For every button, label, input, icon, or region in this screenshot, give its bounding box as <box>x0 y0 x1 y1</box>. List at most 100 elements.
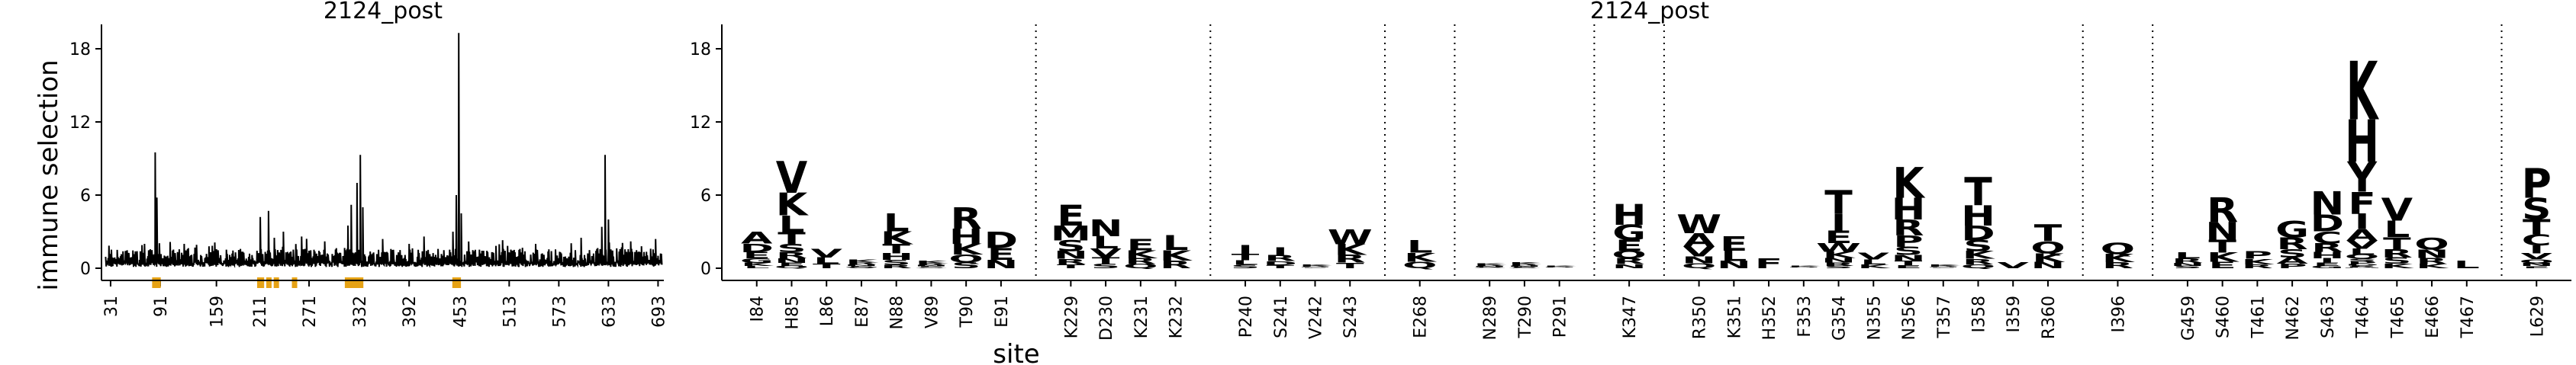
logo-letter: T <box>2383 234 2411 253</box>
logo-letter: Q <box>2030 238 2066 258</box>
logo-letter: R <box>1474 264 1505 266</box>
logo-letter: L <box>813 256 839 266</box>
logo-letter: P <box>2277 263 2307 270</box>
left-x-ticks: 31 91 159 211 271 332 392 453 513 573 633 693 <box>102 280 668 328</box>
logo-letter: R <box>1892 216 1924 241</box>
left-y-tick-label: 12 <box>69 114 91 133</box>
logo-letter: P <box>2522 161 2552 208</box>
logo-letter: S <box>952 261 981 271</box>
logo-letter: A <box>2276 256 2308 266</box>
logo-letter: T <box>1232 252 1260 262</box>
highlight-marker <box>456 277 462 288</box>
logo-letter: R <box>2346 267 2378 268</box>
site-tick-label: H85 <box>783 296 802 330</box>
site-tick-label: T467 <box>2458 296 2478 338</box>
logo-letter: H <box>1961 200 1995 232</box>
logo-letter: Q <box>2101 239 2136 258</box>
logo-letter: K <box>2346 46 2380 139</box>
site-tick-label: R360 <box>2040 296 2059 339</box>
left-x-tick-label: 392 <box>401 296 420 328</box>
site-tick-label: I358 <box>1969 296 1988 332</box>
logo-letter: N <box>774 258 809 264</box>
logo-letter: K <box>2102 252 2136 265</box>
site-ticks: I84 H85 L86 E87 N88 V89 T90 E91 K229 D230 K231 K232… <box>749 280 2547 341</box>
logo-letter: Q <box>1472 267 1507 268</box>
logo-letter: I <box>2355 210 2370 235</box>
logo-letter: S <box>1894 245 1924 258</box>
logo-letter: T <box>1057 264 1085 270</box>
logo-letter: I <box>1831 210 1847 236</box>
site-tick-label: P240 <box>1237 296 1256 338</box>
logo-letter: Q <box>1402 260 1438 271</box>
logo-letter: R <box>2311 241 2343 255</box>
logo-letter: K <box>1892 159 1925 208</box>
logo-letter: C <box>2312 228 2342 247</box>
logo-letter: L <box>2175 251 2201 261</box>
logo-letter: L <box>778 212 804 238</box>
highlight-markers <box>152 277 462 288</box>
logo-letter: V <box>2346 239 2378 251</box>
logo-letter: K <box>1788 266 1821 267</box>
logo-letter: H <box>949 225 984 249</box>
site-tick-label: R350 <box>1691 296 1710 339</box>
site-tick-label: N356 <box>1900 296 1919 340</box>
logo-letter: R <box>2276 234 2307 253</box>
logo-letter: R <box>1299 265 1331 267</box>
highlight-marker <box>291 277 298 288</box>
logo-letter: F <box>1755 256 1783 271</box>
logo-letter: E <box>1824 227 1853 247</box>
logo-letter: L <box>1721 248 1747 264</box>
site-tick-label: G459 <box>2179 296 2198 341</box>
logo-letter: E <box>1511 267 1539 268</box>
logo-letter: E <box>1720 232 1748 255</box>
logo-letter: Q <box>948 253 984 265</box>
highlight-marker <box>266 277 272 288</box>
logo-letter: T <box>882 242 910 256</box>
site-tick-label: T290 <box>1516 296 1535 338</box>
site-tick-label: N462 <box>2284 296 2303 340</box>
logo-letter: D <box>740 242 774 255</box>
logo-letter: N <box>1717 259 1751 271</box>
logo-letter: K <box>1125 248 1158 261</box>
logo-letter: E <box>1301 267 1329 268</box>
left-x-tick-label: 211 <box>251 296 270 328</box>
site-tick-label: S241 <box>1272 296 1291 338</box>
highlight-marker <box>348 277 354 288</box>
logo-letter: Q <box>774 265 810 269</box>
logo-letter: E <box>1057 199 1085 232</box>
site-tick-label: H352 <box>1760 296 1779 341</box>
logo-letter: R <box>951 202 982 235</box>
logo-letter: R <box>1614 257 1645 266</box>
logo-letter: K <box>1963 249 1996 261</box>
right-chart-title: 2124_post <box>1590 0 1709 24</box>
site-tick-label: K351 <box>1725 296 1744 338</box>
logo-letter: D <box>984 228 1018 254</box>
logo-letter: R <box>1264 254 1296 263</box>
logo-letter: S <box>881 259 911 267</box>
logo-letter: M <box>1051 222 1091 245</box>
left-x-tick-label: 159 <box>208 296 227 328</box>
logo-letter: K <box>1473 263 1507 265</box>
highlight-marker <box>452 277 458 288</box>
logo-letter: W <box>1676 210 1721 239</box>
logo-letter: K <box>916 261 949 264</box>
logo-letter: V <box>1683 245 1715 260</box>
logo-letter: M <box>2342 267 2382 268</box>
logo-letter: K <box>2242 258 2275 267</box>
logo-letter: G <box>740 257 774 264</box>
logo-letter: E <box>987 245 1016 264</box>
logo-letter: T <box>778 229 806 248</box>
right-y-tick-label: 6 <box>700 187 711 206</box>
logo-letter: R <box>2242 264 2273 270</box>
logo-letter: K <box>2416 263 2449 270</box>
logo-letter: N <box>2031 261 2066 271</box>
site-tick-label: T464 <box>2354 296 2373 338</box>
logo-letter: V <box>1858 251 1889 262</box>
site-tick-label: N355 <box>1865 296 1884 340</box>
highlight-marker <box>259 277 265 288</box>
logo-letter: Q <box>1961 264 1996 270</box>
highlight-marker <box>344 277 350 288</box>
logo-letter: R <box>2102 261 2133 270</box>
logo-letter: N <box>845 264 879 267</box>
logo-letter: R <box>845 262 877 265</box>
